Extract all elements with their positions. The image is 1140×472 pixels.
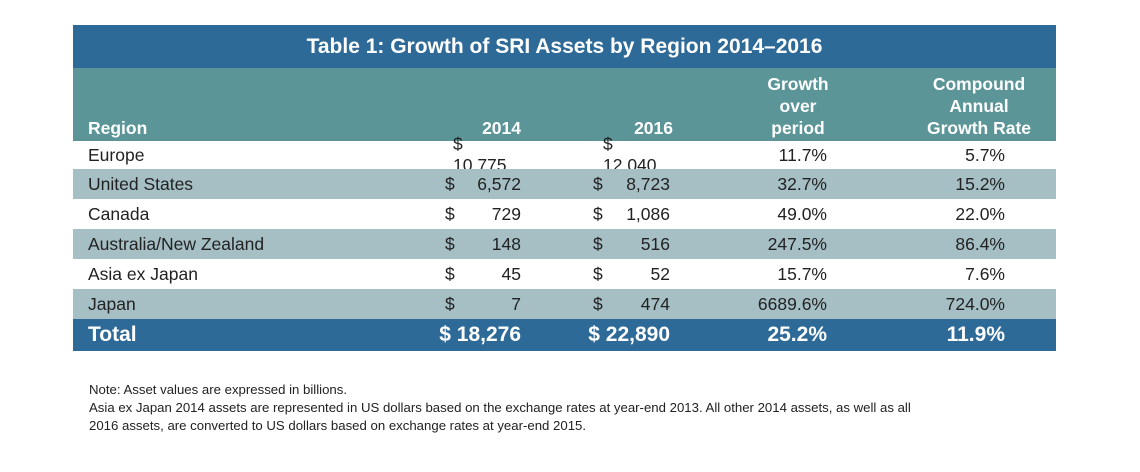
table-notes: Note: Asset values are expressed in bill…: [89, 381, 1049, 435]
header-compound-annual-growth-rate: Compound Annual Growth Rate: [911, 73, 1047, 139]
table-total-row: Total $ 18,276 $ 22,890 25.2% 11.9%: [73, 319, 1056, 351]
table-title: Table 1: Growth of SRI Assets by Region …: [73, 25, 1056, 68]
cell-region: United States: [88, 173, 194, 194]
cell-2014-value: 45: [501, 263, 521, 284]
table-header-row: Region 2014 2016 Growth over period Comp…: [73, 68, 1056, 141]
table-row: Canada $ 729 $ 1,086 49.0% 22.0%: [73, 199, 1056, 229]
cell-2014-value: 7: [511, 293, 521, 314]
cell-region: Canada: [88, 203, 150, 224]
header-2016: 2016: [634, 118, 673, 138]
header-growth-over-period: Growth over period: [745, 73, 851, 139]
cell-2016-value: $ 12,040: [603, 134, 657, 175]
cell-2014-value: 6,572: [477, 173, 521, 194]
cell-2016-value: 516: [640, 233, 670, 254]
header-cagr-line1: Compound: [932, 74, 1026, 94]
total-growth: 25.2%: [767, 323, 827, 346]
cell-region: Japan: [88, 293, 136, 314]
cell-2014-currency: $: [445, 203, 455, 224]
cell-region: Australia/New Zealand: [88, 233, 265, 254]
cell-cagr: 22.0%: [955, 203, 1005, 224]
cell-2016-currency: $: [593, 263, 603, 284]
cell-2016-value: 474: [640, 293, 670, 314]
total-label: Total: [88, 323, 137, 346]
table-row: Europe $ 10,775 $ 12,040 11.7% 5.7%: [73, 134, 1056, 175]
cell-growth: 15.7%: [777, 263, 827, 284]
cell-region: Europe: [88, 144, 145, 165]
total-2016-value: $ 22,890: [588, 323, 670, 346]
cell-2014-value: 729: [491, 203, 521, 224]
header-cagr-line2: Annual: [949, 96, 1009, 116]
table-row: United States $ 6,572 $ 8,723 32.7% 15.2…: [73, 169, 1056, 199]
cell-2016-currency: $: [593, 203, 603, 224]
cell-region: Asia ex Japan: [88, 263, 198, 284]
cell-2014-currency: $: [445, 173, 455, 194]
cell-cagr: 5.7%: [965, 144, 1005, 165]
cell-2014-value: 148: [491, 233, 521, 254]
note-line-1: Note: Asset values are expressed in bill…: [89, 382, 348, 397]
cell-2016-currency: $: [593, 233, 603, 254]
header-cagr-line3: Growth Rate: [926, 118, 1032, 138]
table-row: Australia/New Zealand $ 148 $ 516 247.5%…: [73, 229, 1056, 259]
cell-cagr: 15.2%: [955, 173, 1005, 194]
total-cagr: 11.9%: [946, 323, 1005, 346]
cell-2016-currency: $: [593, 293, 603, 314]
cell-2016-value: 8,723: [626, 173, 670, 194]
total-2014-value: $ 18,276: [439, 323, 521, 346]
note-line-2: Asia ex Japan 2014 assets are represente…: [89, 400, 911, 415]
note-line-3: 2016 assets, are converted to US dollars…: [89, 418, 587, 433]
cell-cagr: 724.0%: [945, 293, 1005, 314]
cell-2014-currency: $: [445, 233, 455, 254]
cell-2014-value: $ 10,775: [453, 134, 507, 175]
cell-2014-currency: $: [445, 293, 455, 314]
header-growth-line3: period: [771, 118, 825, 138]
cell-cagr: 7.6%: [965, 263, 1005, 284]
header-region: Region: [88, 118, 148, 138]
header-growth-line2: over: [779, 96, 817, 116]
cell-growth: 32.7%: [777, 173, 827, 194]
cell-2016-value: 52: [650, 263, 670, 284]
header-2014: 2014: [482, 118, 521, 138]
cell-growth: 49.0%: [777, 203, 827, 224]
cell-cagr: 86.4%: [955, 233, 1005, 254]
cell-growth: 11.7%: [778, 144, 827, 165]
cell-2014-currency: $: [445, 263, 455, 284]
table-row: Asia ex Japan $ 45 $ 52 15.7% 7.6%: [73, 259, 1056, 289]
table-row: Japan $ 7 $ 474 6689.6% 724.0%: [73, 289, 1056, 319]
cell-2016-value: 1,086: [626, 203, 670, 224]
cell-growth: 6689.6%: [757, 293, 827, 314]
cell-2016-currency: $: [593, 173, 603, 194]
sri-assets-table: Table 1: Growth of SRI Assets by Region …: [73, 25, 1056, 351]
header-growth-line1: Growth: [767, 74, 829, 94]
cell-growth: 247.5%: [767, 233, 827, 254]
